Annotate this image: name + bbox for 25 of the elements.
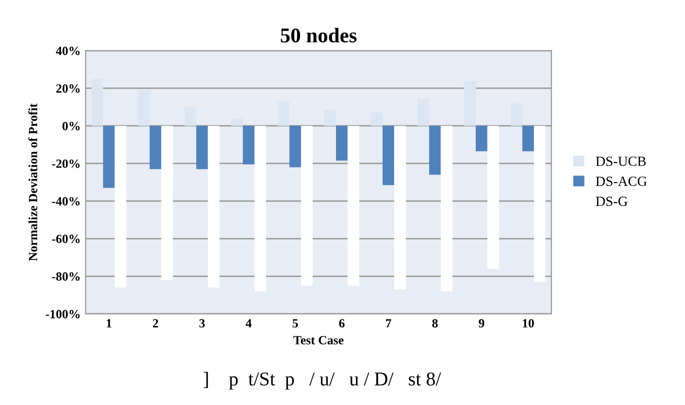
y-tick-label: 40% <box>56 46 80 56</box>
text: DS-G <box>596 196 628 206</box>
x-tick-label: 7 <box>386 319 392 328</box>
x-tick-label: 3 <box>199 319 205 328</box>
x-tick-label: 8 <box>432 319 438 328</box>
legend-label: DS-UCB <box>596 156 646 166</box>
x-tick-label: 1 <box>106 319 112 328</box>
y-tick-label: -20% <box>52 159 80 168</box>
chart-title: 50 nodes <box>280 28 357 42</box>
x-tick-label: 5 <box>292 319 298 328</box>
y-tick-label: -100% <box>46 310 80 318</box>
y-tick-label: 20% <box>56 84 80 93</box>
y-tick-label: -80% <box>52 272 80 281</box>
x-tick-label: 10 <box>522 319 534 328</box>
x-tick-label: 2 <box>152 319 158 328</box>
x-tick-label: 4 <box>246 319 252 328</box>
y-tick-label: 0% <box>62 122 80 130</box>
x-tick-label: 9 <box>478 319 484 328</box>
y-axis-title: Normalize Deviation of Profit <box>28 103 38 261</box>
x-tick-label: 6 <box>339 319 345 328</box>
x-axis-title: Test Case <box>293 336 344 344</box>
y-tick-label: -60% <box>52 234 80 244</box>
y-tick-label: -40% <box>52 197 80 206</box>
text: ] p t/St p / u/ u / D/ st 8/ <box>204 372 442 390</box>
legend-label: DS-ACG <box>596 176 647 186</box>
